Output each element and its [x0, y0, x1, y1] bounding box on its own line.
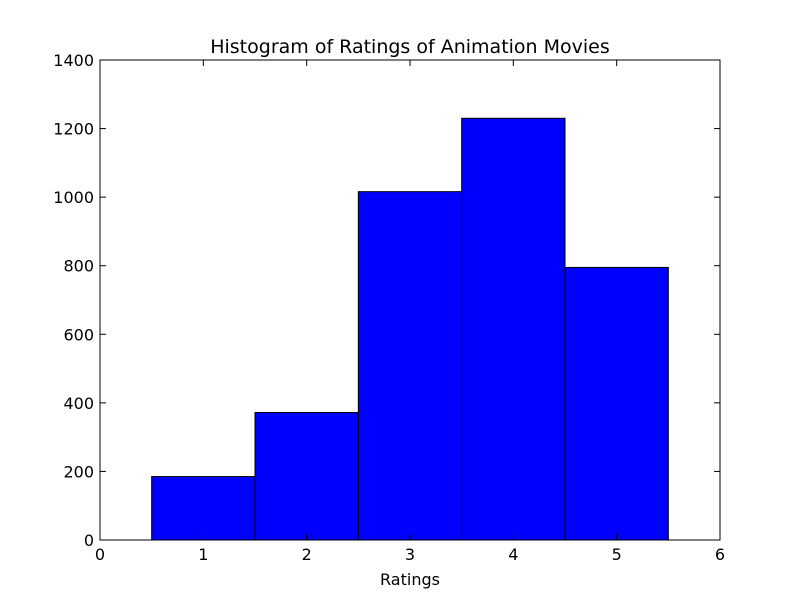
bars-layer — [151, 117, 669, 541]
x-tick-label: 5 — [612, 545, 622, 564]
histogram-bar-4 — [461, 117, 566, 541]
histogram-bar-1 — [151, 476, 256, 541]
y-tick-label: 1200 — [53, 120, 94, 139]
ticks-layer: 0 1 2 3 4 5 6 0 200 400 600 800 1000 1200 1400 — [53, 51, 725, 564]
y-tick-label: 1000 — [53, 188, 94, 207]
x-tick-label: 2 — [302, 545, 312, 564]
y-tick-label: 800 — [63, 257, 94, 276]
x-tick-label: 3 — [405, 545, 415, 564]
x-tick-label: 1 — [198, 545, 208, 564]
x-tick-label: 0 — [95, 545, 105, 564]
y-tick-label: 200 — [63, 462, 94, 481]
y-tick-label: 0 — [84, 531, 94, 550]
x-tick-label: 6 — [715, 545, 725, 564]
y-tick-label: 400 — [63, 394, 94, 413]
histogram-bar-5 — [564, 266, 669, 541]
histogram-bar-2 — [254, 411, 359, 541]
x-axis-title: Ratings — [380, 570, 440, 589]
y-tick-label: 600 — [63, 325, 94, 344]
x-tick-label: 4 — [508, 545, 518, 564]
y-tick-label: 1400 — [53, 51, 94, 70]
chart-title: Histogram of Ratings of Animation Movies — [210, 36, 610, 58]
histogram-bar-3 — [357, 191, 463, 541]
